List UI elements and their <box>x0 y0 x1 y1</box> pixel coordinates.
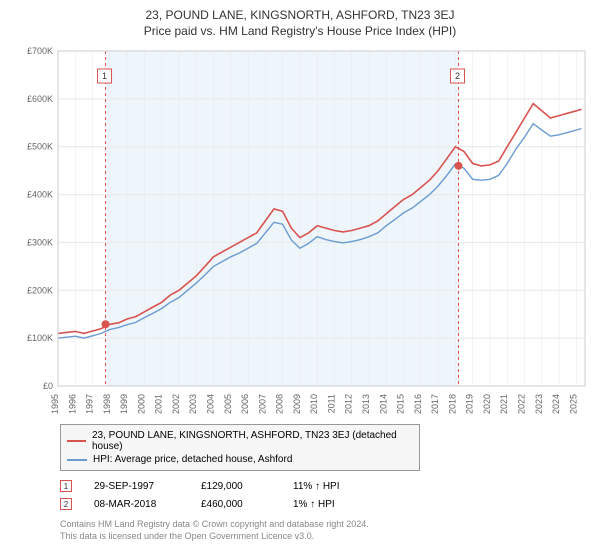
svg-text:2007: 2007 <box>257 394 267 414</box>
svg-text:2012: 2012 <box>344 394 354 414</box>
marker-pct: 11% ↑ HPI <box>293 481 353 492</box>
legend-swatch <box>67 459 87 461</box>
marker-table: 1 29-SEP-1997 £129,000 11% ↑ HPI 2 08-MAR-201… <box>60 477 590 513</box>
svg-text:£500K: £500K <box>27 142 53 152</box>
svg-text:2025: 2025 <box>568 394 578 414</box>
svg-text:2018: 2018 <box>447 394 457 414</box>
svg-text:2019: 2019 <box>465 394 475 414</box>
marker-price: £129,000 <box>201 481 271 492</box>
marker-row: 2 08-MAR-2018 £460,000 1% ↑ HPI <box>60 495 590 513</box>
svg-text:2010: 2010 <box>309 394 319 414</box>
svg-text:2013: 2013 <box>361 394 371 414</box>
svg-text:1999: 1999 <box>119 394 129 414</box>
legend-row: 23, POUND LANE, KINGSNORTH, ASHFORD, TN2… <box>67 429 413 453</box>
svg-text:2005: 2005 <box>223 394 233 414</box>
svg-text:2008: 2008 <box>275 394 285 414</box>
svg-text:1995: 1995 <box>50 394 60 414</box>
svg-text:£200K: £200K <box>27 285 53 295</box>
marker-number-box: 1 <box>60 480 72 492</box>
svg-text:1998: 1998 <box>102 394 112 414</box>
svg-text:2015: 2015 <box>396 394 406 414</box>
legend-label: HPI: Average price, detached house, Ashf… <box>93 454 292 465</box>
chart-area: £0 £100K £200K £300K £400K £500K £600K £700K 199… <box>10 46 590 416</box>
legend-row: HPI: Average price, detached house, Ashf… <box>67 453 413 466</box>
marker-number-box: 2 <box>60 498 72 510</box>
svg-text:£100K: £100K <box>27 333 53 343</box>
svg-text:2024: 2024 <box>551 394 561 414</box>
svg-text:2006: 2006 <box>240 394 250 414</box>
svg-text:2011: 2011 <box>326 394 336 413</box>
svg-text:£400K: £400K <box>27 190 53 200</box>
svg-text:2009: 2009 <box>292 394 302 414</box>
title-line-1: 23, POUND LANE, KINGSNORTH, ASHFORD, TN2… <box>10 8 590 22</box>
legend: 23, POUND LANE, KINGSNORTH, ASHFORD, TN2… <box>60 424 420 471</box>
svg-text:2021: 2021 <box>499 394 509 414</box>
footnote: Contains HM Land Registry data © Crown c… <box>60 519 590 542</box>
svg-text:2020: 2020 <box>482 394 492 414</box>
svg-text:2003: 2003 <box>188 394 198 414</box>
footnote-line-1: Contains HM Land Registry data © Crown c… <box>60 519 590 531</box>
title-line-2: Price paid vs. HM Land Registry's House … <box>10 24 590 38</box>
footnote-line-2: This data is licensed under the Open Gov… <box>60 531 590 543</box>
svg-text:2001: 2001 <box>154 394 164 414</box>
marker-date: 29-SEP-1997 <box>94 481 179 492</box>
svg-text:2004: 2004 <box>206 394 216 414</box>
svg-text:2002: 2002 <box>171 394 181 414</box>
svg-text:£300K: £300K <box>27 237 53 247</box>
svg-text:1997: 1997 <box>85 394 95 414</box>
svg-text:2023: 2023 <box>534 394 544 414</box>
svg-text:£700K: £700K <box>27 46 53 56</box>
svg-text:£600K: £600K <box>27 94 53 104</box>
svg-text:2017: 2017 <box>430 394 440 414</box>
svg-text:£0: £0 <box>43 381 53 391</box>
line-chart-svg: £0 £100K £200K £300K £400K £500K £600K £700K 199… <box>10 46 590 416</box>
marker-date: 08-MAR-2018 <box>94 499 179 510</box>
marker-price: £460,000 <box>201 499 271 510</box>
svg-text:2000: 2000 <box>136 394 146 414</box>
svg-text:2014: 2014 <box>378 394 388 414</box>
svg-text:2022: 2022 <box>517 394 527 414</box>
legend-label: 23, POUND LANE, KINGSNORTH, ASHFORD, TN2… <box>92 430 413 452</box>
svg-text:2: 2 <box>455 71 460 81</box>
svg-text:1996: 1996 <box>67 394 77 414</box>
chart-container: 23, POUND LANE, KINGSNORTH, ASHFORD, TN2… <box>0 0 600 560</box>
legend-swatch <box>67 440 86 442</box>
svg-text:1: 1 <box>102 71 107 81</box>
svg-text:2016: 2016 <box>413 394 423 414</box>
marker-pct: 1% ↑ HPI <box>293 499 353 510</box>
marker-row: 1 29-SEP-1997 £129,000 11% ↑ HPI <box>60 477 590 495</box>
